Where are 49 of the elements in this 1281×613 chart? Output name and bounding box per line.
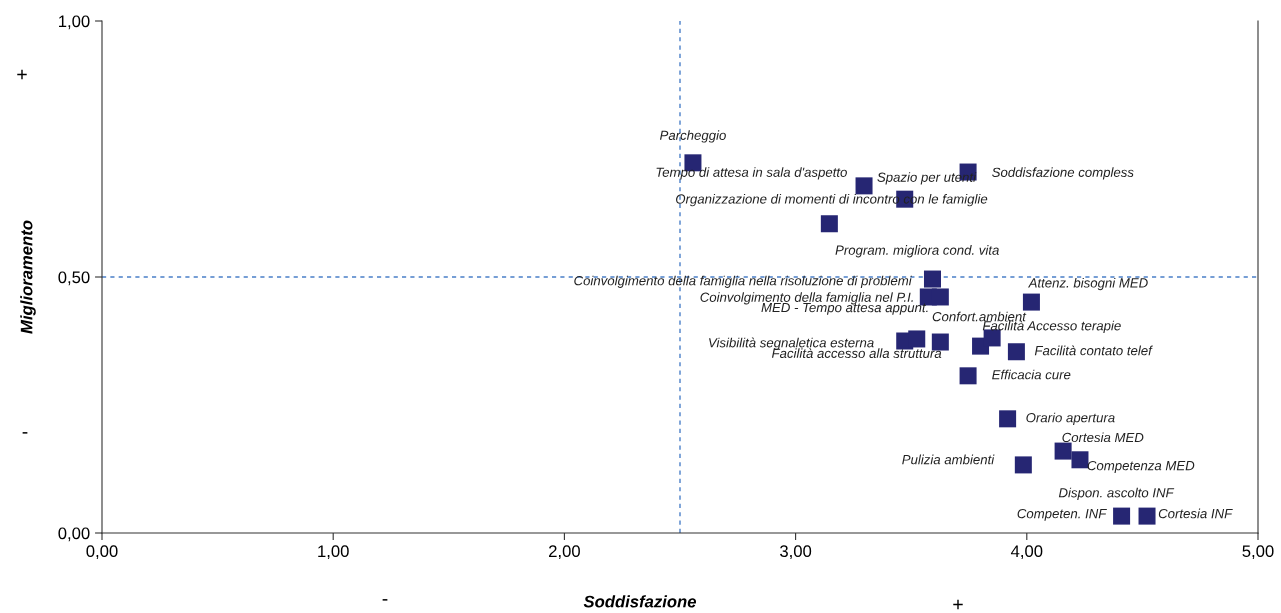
x-tick-label: 1,00 bbox=[318, 545, 349, 560]
y-tick-label: 1,00 bbox=[59, 15, 90, 30]
text: - bbox=[382, 599, 388, 601]
text: + bbox=[17, 69, 27, 80]
point bbox=[959, 367, 977, 385]
annotation: Cortesia INF bbox=[1158, 508, 1233, 519]
point bbox=[999, 410, 1017, 428]
x-tick-label: 3,00 bbox=[780, 545, 812, 560]
annotation: Confort.ambient bbox=[932, 311, 1027, 322]
annotation: Facilità accesso alla struttura bbox=[771, 348, 942, 358]
annotation: Pulizia ambienti bbox=[902, 454, 995, 465]
point bbox=[1022, 293, 1040, 311]
annotation: Competen. INF bbox=[1017, 508, 1107, 521]
point bbox=[1138, 507, 1156, 525]
y-axis-title: Miglioramento bbox=[20, 220, 36, 334]
point bbox=[1113, 507, 1131, 525]
annotation: Coinvolgimento della famiglia nella risoluzione di problemi bbox=[574, 275, 912, 288]
point bbox=[923, 270, 941, 288]
y-tick-label: 0,00 bbox=[58, 527, 90, 542]
x-tick-label: 4,00 bbox=[1010, 545, 1043, 560]
x-tick-label: 0,00 bbox=[86, 545, 118, 560]
point bbox=[820, 215, 838, 233]
point bbox=[1071, 451, 1089, 469]
annotation: Soddisfazione compless bbox=[992, 167, 1134, 180]
text: + bbox=[953, 599, 963, 610]
annotation: Attenz. bisogni MED bbox=[1027, 277, 1148, 291]
point bbox=[1054, 442, 1072, 460]
annotation: Competenza MED bbox=[1087, 460, 1195, 473]
x-axis-title: Soddisfazione bbox=[583, 595, 697, 608]
annotation: MED - Tempo attesa appunt. bbox=[761, 303, 928, 315]
annotation: Dispon. ascolto INF bbox=[1058, 487, 1175, 501]
x-tick-label: 2,00 bbox=[549, 545, 580, 560]
annotation: Tempo di attesa in sala d'aspetto bbox=[656, 167, 847, 180]
point bbox=[855, 177, 873, 195]
annotation: Visibilità segnaletica esterna bbox=[709, 337, 874, 350]
text: - bbox=[22, 432, 28, 434]
annotation: Facilità contato telef bbox=[1034, 345, 1153, 356]
x-tick-label: 5,00 bbox=[1242, 545, 1274, 560]
annotation: Cortesia MED bbox=[1062, 432, 1144, 443]
point bbox=[1014, 456, 1032, 474]
point bbox=[931, 333, 949, 351]
point bbox=[908, 330, 926, 348]
annotation: Efficacia cure bbox=[992, 369, 1071, 380]
annotation: Program. migliora cond. vita bbox=[835, 245, 999, 258]
point bbox=[1007, 343, 1025, 361]
point bbox=[931, 288, 949, 306]
annotation: Parcheggio bbox=[659, 130, 726, 143]
y-tick-label: 0,50 bbox=[58, 271, 90, 286]
annotation: Orario apertura bbox=[1026, 412, 1115, 425]
